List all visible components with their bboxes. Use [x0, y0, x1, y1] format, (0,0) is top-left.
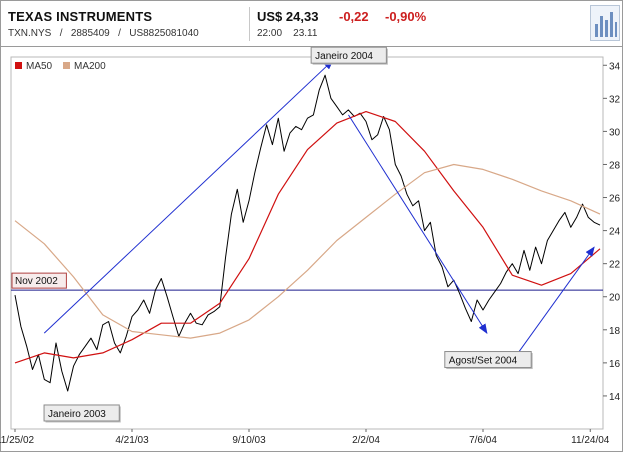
bar-chart-icon [595, 12, 617, 37]
last-price: US$ 24,33 [257, 9, 319, 24]
annotation-agost-set-2004-box [444, 351, 532, 369]
header-bottom-border [1, 46, 622, 47]
x-tick-label: 4/21/03 [115, 435, 149, 446]
legend-label-ma50: MA50 [26, 61, 53, 72]
reference-line-label: Nov 2002 [15, 276, 58, 287]
y-tick-label: 28 [609, 160, 621, 171]
quote-time-value: 22:00 [257, 28, 283, 39]
annotation-agost-set-2004-label: Agost/Set 2004 [449, 356, 518, 367]
x-tick-label: 2/2/04 [352, 435, 380, 446]
ticker-symbol: TXN.NYS [8, 28, 52, 39]
annotation-janeiro-2003-box [43, 404, 120, 422]
chart-view-button[interactable] [590, 5, 620, 41]
price-change-percent: -0,90% [385, 9, 427, 24]
annotation-janeiro-2003-label: Janeiro 2003 [48, 409, 106, 420]
y-tick-label: 16 [609, 359, 621, 370]
x-tick-label: 11/24/04 [571, 435, 610, 446]
isin-code: US8825081040 [129, 28, 199, 39]
annotation-janeiro-2004-label: Janeiro 2004 [315, 51, 373, 62]
reference-line-label-box [11, 272, 67, 289]
quote-header: TEXAS INSTRUMENTS TXN.NYS / 2885409 / US… [1, 1, 622, 45]
trend-arrow [517, 246, 595, 354]
legend-label-ma200: MA200 [74, 61, 106, 72]
id-separator: / [59, 28, 63, 39]
price-change: -0,22 [339, 9, 369, 24]
legend-swatch-ma200 [63, 62, 70, 69]
x-tick-label: 9/10/03 [232, 435, 266, 446]
security-code: 2885409 [70, 28, 110, 39]
annotation-janeiro-2004-box [310, 46, 387, 64]
y-tick-label: 30 [609, 127, 621, 138]
quote-date-value: 23.11 [293, 28, 318, 39]
trend-arrow [43, 59, 334, 334]
security-identifiers: TXN.NYS / 2885409 / US8825081040 [8, 28, 199, 39]
id-separator: / [118, 28, 121, 39]
legend-swatch-ma50 [15, 62, 22, 69]
y-tick-label: 18 [609, 326, 621, 337]
y-tick-label: 34 [609, 61, 621, 72]
plot-area [10, 56, 604, 430]
trend-arrow [348, 114, 488, 334]
header-divider [249, 7, 250, 41]
quote-time: 22:00 23.11 [257, 28, 317, 39]
y-tick-label: 24 [609, 227, 621, 238]
y-tick-label: 20 [609, 293, 621, 304]
x-tick-label: 11/25/02 [0, 435, 35, 446]
series-line-price [14, 74, 601, 392]
y-tick-label: 14 [609, 392, 621, 403]
series-line-ma50 [14, 110, 601, 364]
y-tick-label: 22 [609, 260, 621, 271]
y-tick-label: 32 [609, 94, 621, 105]
y-tick-label: 26 [609, 194, 621, 205]
series-line-ma200 [14, 163, 601, 339]
company-name: TEXAS INSTRUMENTS [8, 9, 153, 24]
x-tick-label: 7/6/04 [469, 435, 497, 446]
